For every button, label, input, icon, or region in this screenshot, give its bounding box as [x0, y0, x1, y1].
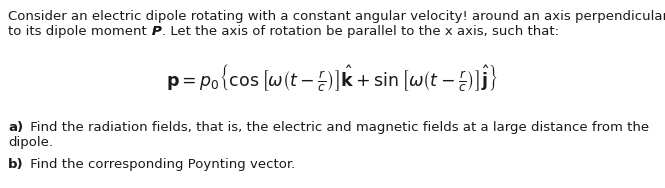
- Text: dipole.: dipole.: [8, 136, 53, 149]
- Text: a): a): [8, 121, 23, 134]
- Text: $\mathbf{p} = p_0\left\{\cos\left[\omega\left(t-\frac{r}{c}\right)\right]\hat{\m: $\mathbf{p} = p_0\left\{\cos\left[\omega…: [166, 62, 497, 93]
- Text: P: P: [152, 25, 162, 38]
- Text: P: P: [152, 25, 162, 38]
- Text: Find the corresponding Poynting vector.: Find the corresponding Poynting vector.: [26, 158, 295, 171]
- Text: Find the radiation fields, that is, the electric and magnetic fields at a large : Find the radiation fields, that is, the …: [26, 121, 649, 134]
- Text: to its dipole moment: to its dipole moment: [8, 25, 151, 38]
- Text: Consider an electric dipole rotating with a constant angular velocity! around an: Consider an electric dipole rotating wit…: [8, 10, 665, 23]
- Text: b): b): [8, 158, 24, 171]
- Text: . Let the axis of rotation be parallel to the x axis, such that:: . Let the axis of rotation be parallel t…: [162, 25, 559, 38]
